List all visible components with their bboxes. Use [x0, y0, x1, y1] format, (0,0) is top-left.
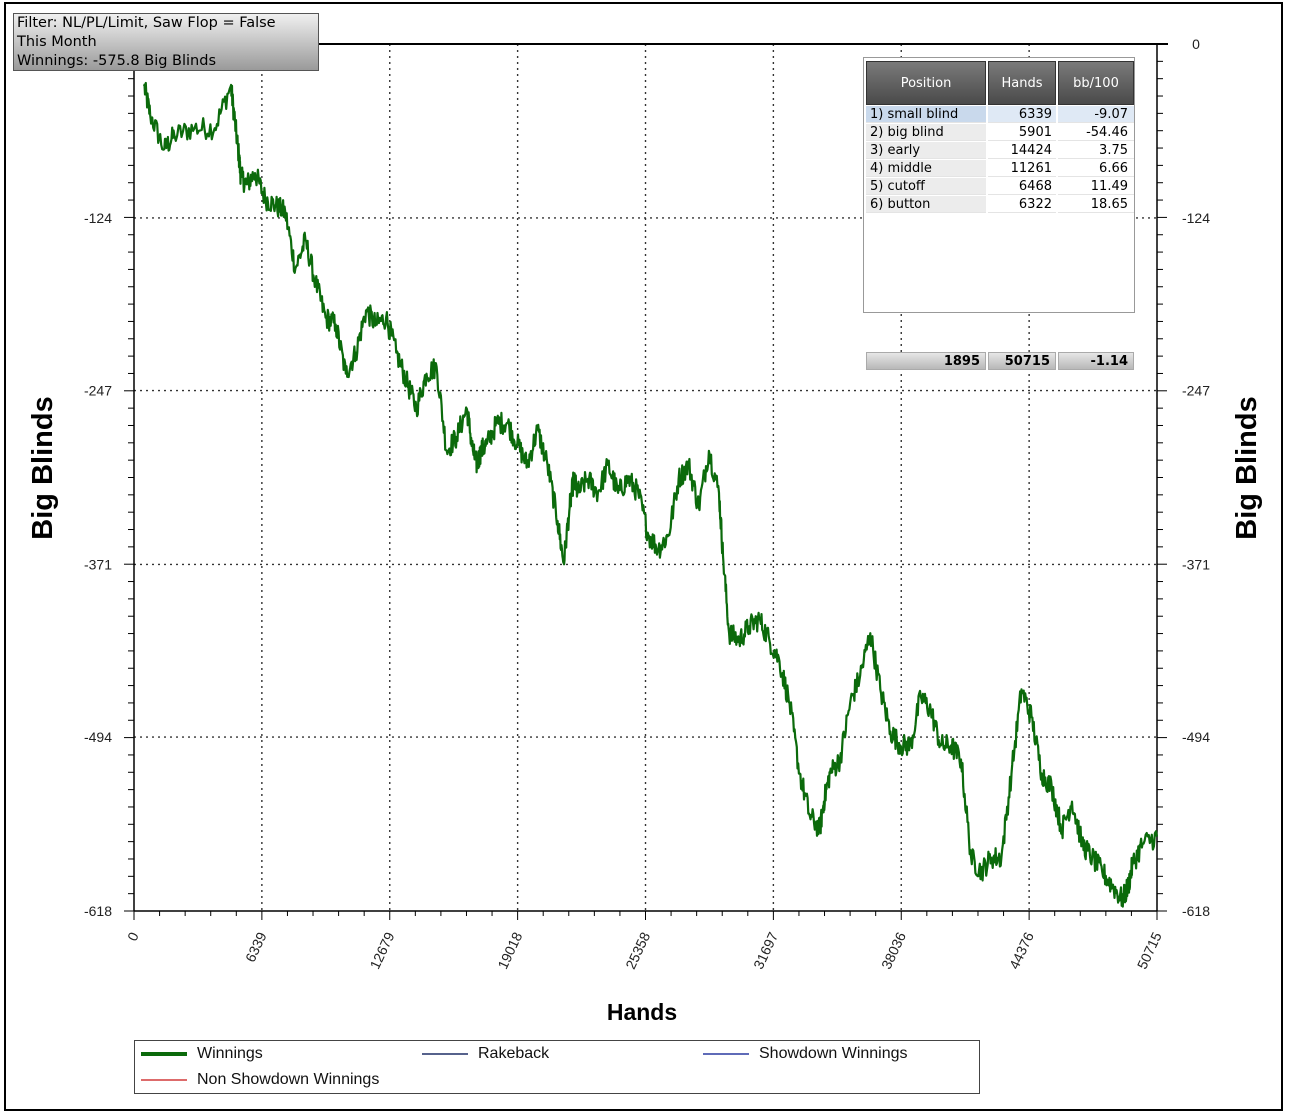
legend-label: Rakeback: [478, 1045, 550, 1062]
x-tick-label: 44376: [1006, 929, 1037, 971]
legend-label: Winnings: [197, 1045, 263, 1062]
x-tick-label: 25358: [622, 929, 653, 971]
table-row[interactable]: 4) middle 11261 6.66: [866, 160, 1134, 178]
x-tick-label: 19018: [494, 929, 525, 971]
legend-swatch: [141, 1079, 187, 1081]
total-hands-cell: 50715: [988, 352, 1056, 370]
table-row[interactable]: 6) button 6322 18.65: [866, 196, 1134, 214]
y-tick-label-left: -494: [84, 729, 112, 745]
bb100-cell: 18.65: [1058, 196, 1134, 213]
legend-swatch: [422, 1053, 468, 1055]
series-layer: [143, 81, 1159, 908]
hands-cell: 14424: [988, 142, 1056, 159]
x-axis-title: Hands: [607, 999, 677, 1025]
winnings-series-line: [143, 81, 1159, 908]
x-tick-label: 6339: [242, 929, 270, 964]
y-tick-label-right: 0: [1192, 36, 1200, 52]
table-row[interactable]: 5) cutoff 6468 11.49: [866, 178, 1134, 196]
y-tick-label-left: -618: [84, 903, 112, 919]
y-axis-title-right: Big Blinds: [1231, 396, 1263, 539]
position-cell: 6) button: [866, 196, 986, 213]
position-cell: 2) big blind: [866, 124, 986, 141]
position-stats-table: Position Hands bb/100 1) small blind 633…: [863, 57, 1135, 370]
x-tick-label: 0: [124, 929, 142, 943]
legend-item-showdown-winnings[interactable]: Showdown Winnings: [703, 1044, 908, 1064]
legend-label: Showdown Winnings: [759, 1045, 908, 1062]
filter-summary-box: Filter: NL/PL/Limit, Saw Flop = False Th…: [13, 13, 319, 71]
y-tick-label-left: -124: [84, 210, 112, 226]
legend-item-non-showdown-winnings[interactable]: Non Showdown Winnings: [141, 1070, 379, 1090]
chart-legend: Winnings Rakeback Showdown Winnings Non …: [134, 1040, 980, 1094]
hands-cell: 6468: [988, 178, 1056, 195]
position-cell: 5) cutoff: [866, 178, 986, 195]
legend-swatch: [703, 1053, 749, 1055]
legend-label: Non Showdown Winnings: [197, 1071, 380, 1088]
bb100-cell: 6.66: [1058, 160, 1134, 177]
chart-frame: [4, 2, 1283, 1111]
y-tick-label-right: -371: [1182, 556, 1210, 572]
position-cell: 4) middle: [866, 160, 986, 177]
table-row[interactable]: 1) small blind 6339 -9.07: [866, 106, 1134, 124]
filter-text: Filter: NL/PL/Limit, Saw Flop = False: [17, 15, 276, 31]
hands-cell: 6322: [988, 196, 1056, 213]
hands-cell: 6339: [988, 106, 1056, 123]
hands-cell: 5901: [988, 124, 1056, 141]
x-tick-label: 38036: [878, 929, 909, 971]
bb100-cell: 3.75: [1058, 142, 1134, 159]
legend-item-winnings[interactable]: Winnings: [141, 1044, 263, 1064]
hands-cell: 11261: [988, 160, 1056, 177]
x-tick-label: 31697: [750, 929, 781, 971]
column-header-bb100[interactable]: bb/100: [1058, 61, 1134, 105]
y-tick-label-right: -247: [1182, 383, 1210, 399]
position-cell: 1) small blind: [866, 106, 986, 123]
column-header-hands[interactable]: Hands: [988, 61, 1056, 105]
y-tick-label-right: -124: [1182, 210, 1210, 226]
bb100-cell: -54.46: [1058, 124, 1134, 141]
y-tick-label-left: -371: [84, 556, 112, 572]
y-tick-label-left: -247: [84, 383, 112, 399]
table-row[interactable]: 2) big blind 5901 -54.46: [866, 124, 1134, 142]
legend-swatch: [141, 1052, 187, 1056]
period-text: This Month: [17, 34, 97, 50]
total-position-cell: 1895: [866, 352, 986, 370]
bb100-cell: -9.07: [1058, 106, 1134, 123]
y-axis-title-left: Big Blinds: [27, 396, 59, 539]
winnings-summary-text: Winnings: -575.8 Big Blinds: [17, 53, 216, 69]
position-cell: 3) early: [866, 142, 986, 159]
bb100-cell: 11.49: [1058, 178, 1134, 195]
column-header-position[interactable]: Position: [866, 61, 986, 105]
x-tick-label: 12679: [367, 929, 398, 971]
table-row[interactable]: 3) early 14424 3.75: [866, 142, 1134, 160]
y-tick-label-right: -618: [1182, 903, 1210, 919]
x-tick-label: 50715: [1134, 929, 1165, 971]
total-bb100-cell: -1.14: [1058, 352, 1134, 370]
legend-item-rakeback[interactable]: Rakeback: [422, 1044, 549, 1064]
y-tick-label-right: -494: [1182, 729, 1210, 745]
